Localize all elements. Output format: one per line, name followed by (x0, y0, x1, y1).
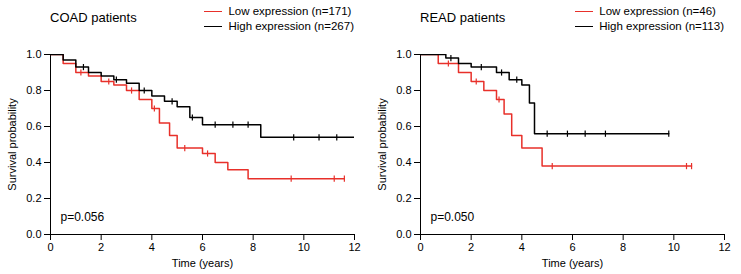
svg-text:0.4: 0.4 (26, 156, 41, 168)
svg-text:8: 8 (620, 241, 626, 253)
svg-text:Survival probability: Survival probability (376, 98, 388, 191)
svg-text:0: 0 (47, 241, 53, 253)
html-text:COAD patients: COAD patients (50, 10, 137, 25)
svg-text:0.8: 0.8 (396, 84, 411, 96)
svg-text:10: 10 (668, 241, 680, 253)
html-text:High expression (n=113): High expression (n=113) (599, 20, 724, 32)
svg-text:4: 4 (149, 241, 155, 253)
svg-text:1.0: 1.0 (396, 48, 411, 60)
svg-text:2: 2 (98, 241, 104, 253)
html-text:High expression (n=267): High expression (n=267) (228, 20, 354, 32)
svg-text:0.2: 0.2 (396, 192, 411, 204)
svg-text:0.2: 0.2 (26, 192, 41, 204)
svg-text:Survival probability: Survival probability (6, 98, 18, 191)
svg-text:4: 4 (519, 241, 525, 253)
html-text:READ patients: READ patients (420, 10, 506, 25)
html-text:Low expression (n=171): Low expression (n=171) (228, 5, 352, 17)
svg-text:2: 2 (468, 241, 474, 253)
svg-text:Time (years): Time (years) (172, 257, 233, 269)
svg-text:0.0: 0.0 (26, 228, 41, 240)
svg-text:0.0: 0.0 (396, 228, 411, 240)
svg-text:12: 12 (718, 241, 730, 253)
svg-text:0.6: 0.6 (26, 120, 41, 132)
svg-text:6: 6 (199, 241, 205, 253)
svg-text:8: 8 (250, 241, 256, 253)
svg-text:1.0: 1.0 (26, 48, 41, 60)
svg-text:12: 12 (348, 241, 360, 253)
html-text:Low expression (n=46): Low expression (n=46) (599, 5, 716, 17)
svg-text:0.6: 0.6 (396, 120, 411, 132)
svg-text:p=0.056: p=0.056 (61, 210, 105, 224)
svg-text:Time (years): Time (years) (542, 257, 603, 269)
svg-text:6: 6 (569, 241, 575, 253)
svg-text:0: 0 (417, 241, 423, 253)
svg-text:p=0.050: p=0.050 (431, 210, 475, 224)
svg-text:0.4: 0.4 (396, 156, 411, 168)
svg-text:0.8: 0.8 (26, 84, 41, 96)
svg-text:10: 10 (298, 241, 310, 253)
